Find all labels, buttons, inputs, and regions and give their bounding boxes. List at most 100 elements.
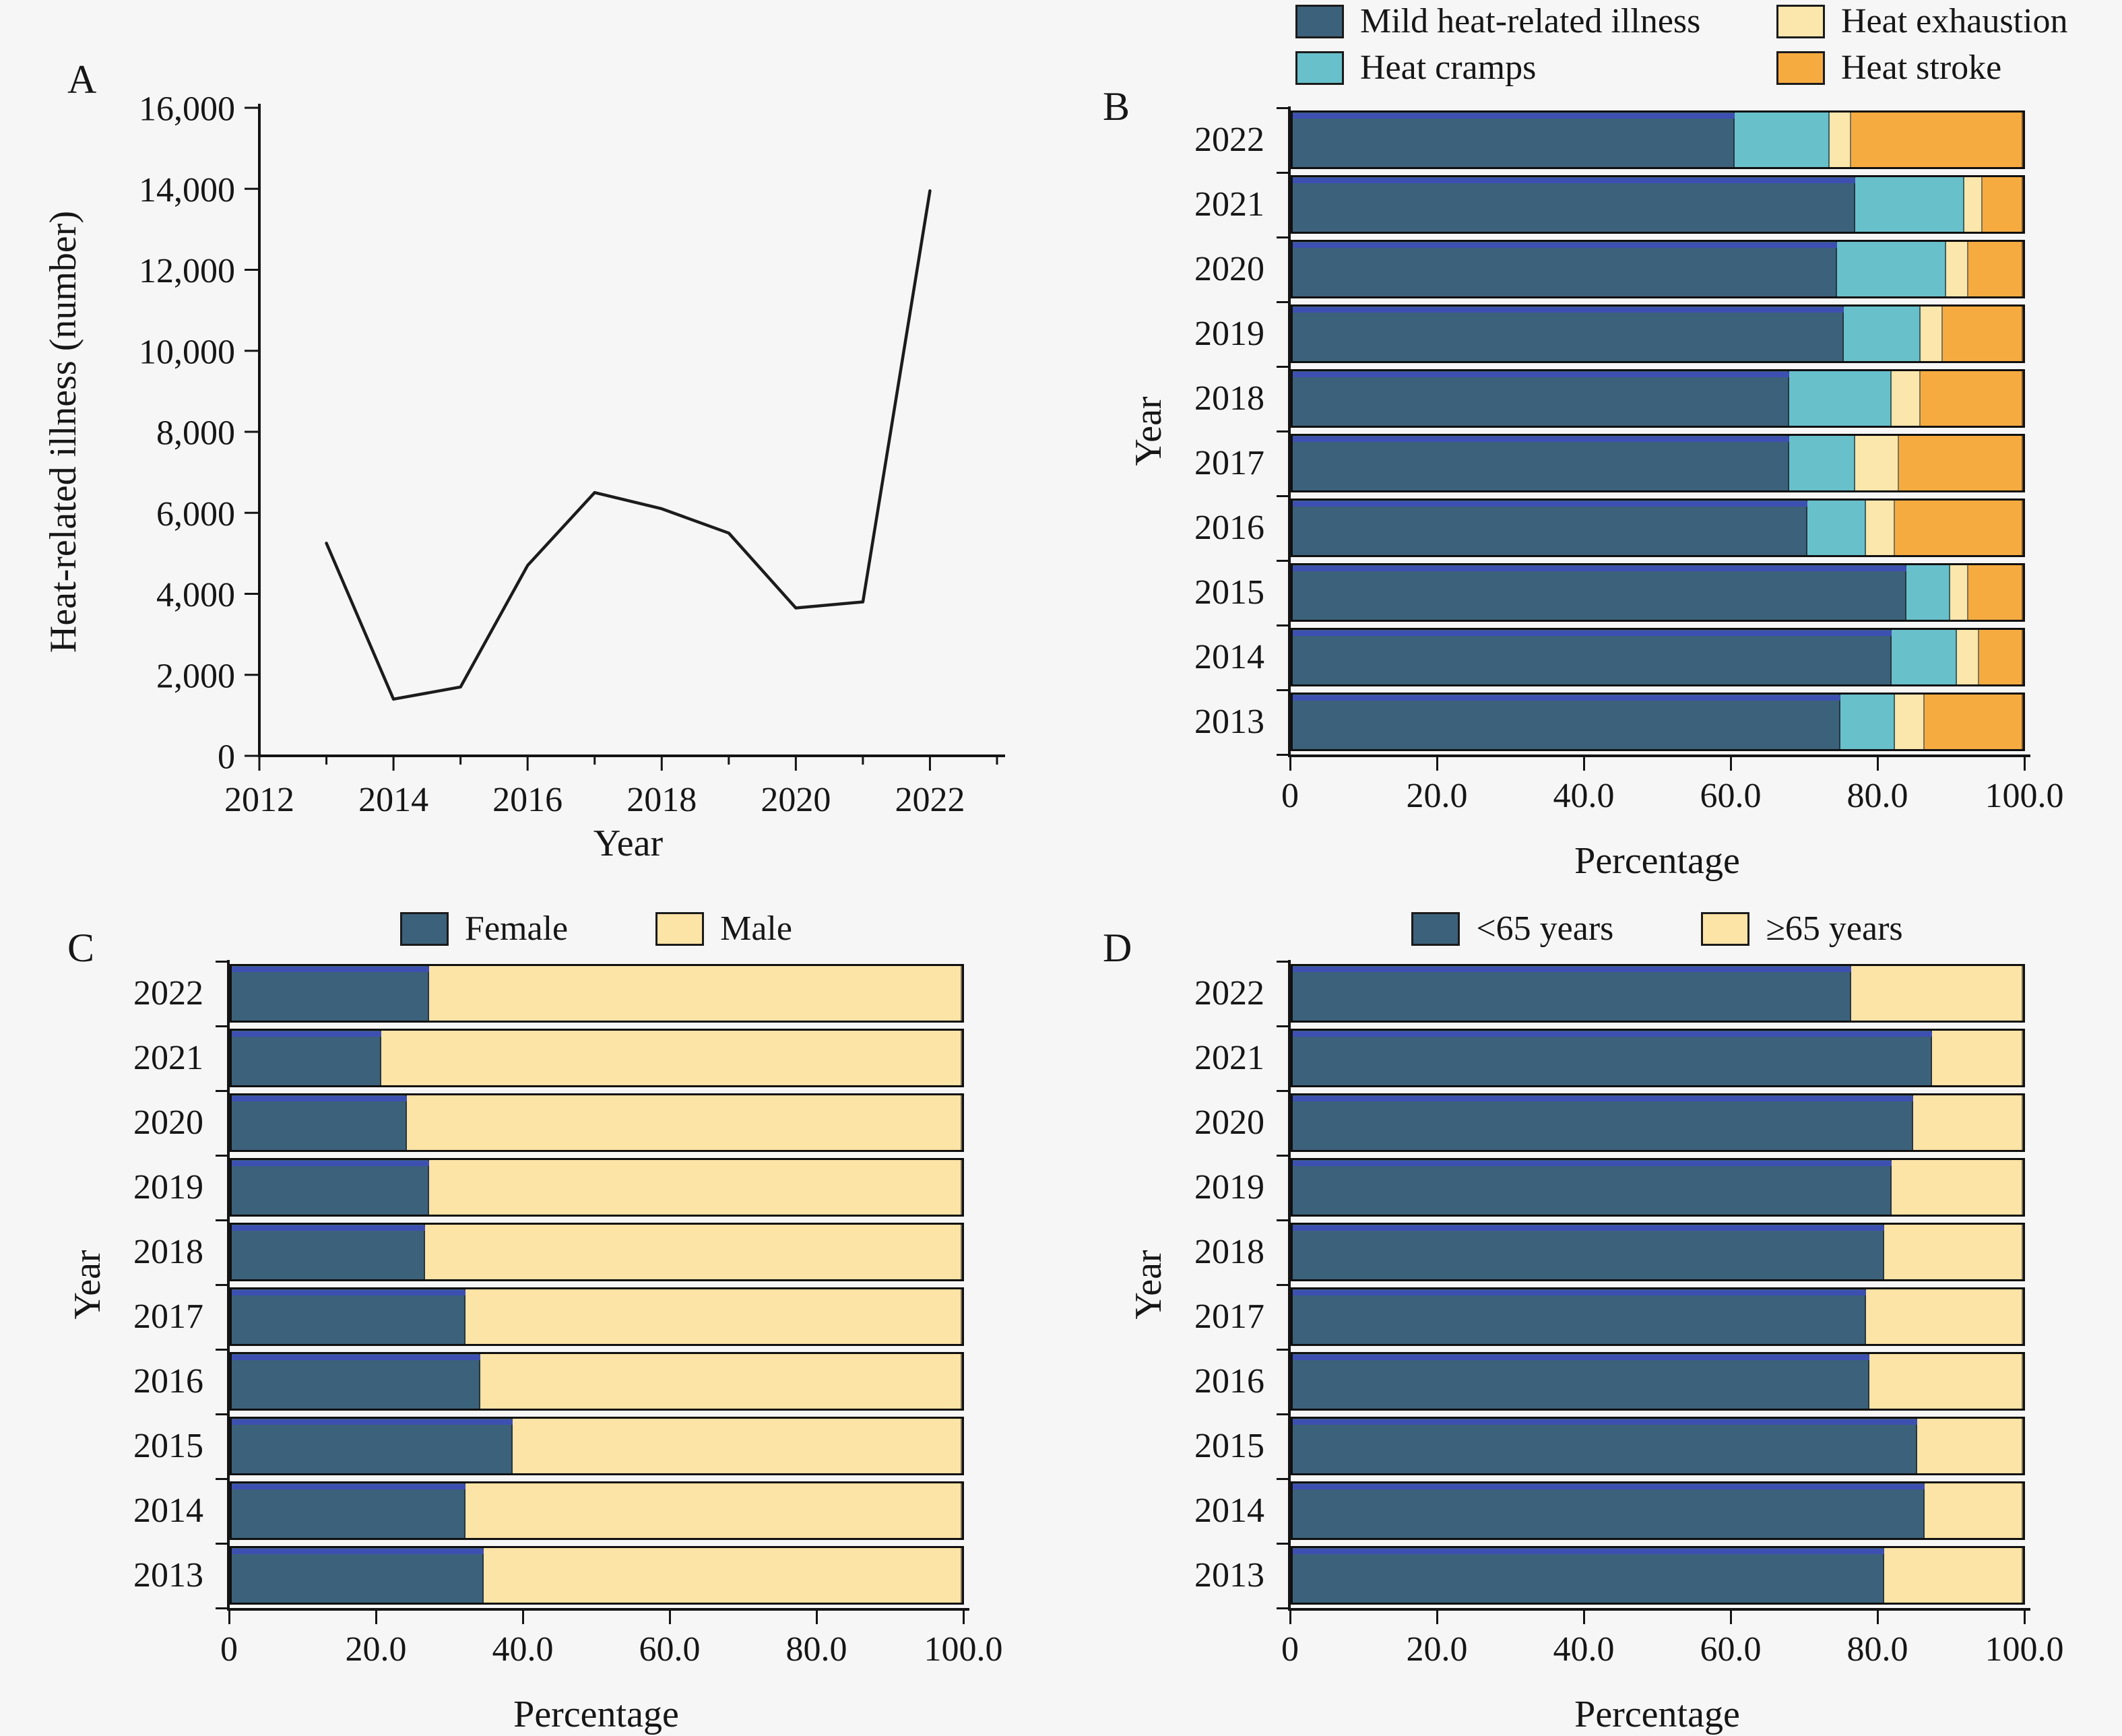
line-chart-svg: 0 2,000 4,000 6,000 8,000 10,000 12,000 14,000 1… [42,90,1005,864]
category-label-2022: 2022 [133,974,203,1012]
category-label-2017: 2017 [133,1297,203,1336]
segment-heat-stroke [1942,307,2023,361]
segment-65-years [1293,1160,1892,1215]
y-axis-tick [1277,301,1288,303]
legend-swatch-male [655,911,705,946]
segment-heat-cramps [1807,501,1866,555]
category-label-2015: 2015 [1194,573,1264,612]
segment-heat-cramps [1855,177,1965,232]
segment-heat-exhaustion [1829,112,1852,167]
x-tick-label: 2012 [224,781,294,819]
segment-65-years [1913,1095,2023,1150]
stacked-bar-2022 [1291,964,2025,1023]
legend-item-mild-heat-related-illness: Mild heat-related illness [1295,1,1776,41]
stacked-bar-2014 [1291,628,2025,686]
y-axis-tick [1277,1413,1288,1415]
bar-top-edge-stripe [1293,113,1735,119]
category-label-2016: 2016 [133,1362,203,1401]
x-tick-label: 20.0 [345,1630,407,1669]
bar-top-edge-stripe [1293,1031,1932,1037]
segment-heat-cramps [1906,565,1950,620]
segment-female [232,1289,465,1344]
y-axis-tick [216,1090,227,1092]
stacked-bar-2016 [230,1352,964,1411]
y-axis-tick [216,1155,227,1157]
bar-top-edge-stripe [1293,501,1808,507]
bar-top-edge-stripe [232,967,429,972]
x-tick-label: 40.0 [1553,1630,1615,1669]
category-label-2016: 2016 [1194,1362,1264,1401]
x-axis-tick [2024,1611,2026,1624]
y-axis-title: Year [1128,1250,1169,1320]
segment-heat-exhaustion [1921,307,1943,361]
segment-mild-heat-related-illness [1293,436,1790,490]
category-label-2020: 2020 [1194,1103,1264,1142]
y-axis-tick [1277,495,1288,497]
x-axis-line [1288,754,2030,757]
y-axis-tick [1277,172,1288,174]
segment-heat-exhaustion [1891,371,1921,426]
category-label-2015: 2015 [1194,1427,1264,1465]
bar-top-edge-stripe [232,1096,408,1101]
y-axis-title: Year [67,1250,108,1320]
stacked-bar-2018 [1291,1223,2025,1281]
y-tick-label: 14,000 [139,171,235,210]
segment-female [232,1483,465,1538]
y-axis-tick [216,1219,227,1221]
category-label-2018: 2018 [1194,1233,1264,1271]
stacked-bar-2018 [230,1223,964,1281]
stacked-bar-2018 [1291,369,2025,428]
panel-d-stacked-chart: D <65 years ≥65 years 2022 2021 2020 2019 201… [1061,860,2122,1735]
legend-label-65-years: ≥65 years [1766,909,1903,948]
segment-male [425,1225,962,1279]
y-axis-tick [1277,1025,1288,1027]
segment-heat-cramps [1789,371,1892,426]
bar-top-edge-stripe [232,1484,465,1489]
legend-item-male: Male [655,909,792,949]
segment-65-years [1293,1548,1885,1603]
segment-heat-stroke [1898,436,2023,490]
bar-top-edge-stripe [232,1549,484,1554]
x-tick-label: 2014 [358,781,428,819]
panel-a-letter: A [67,57,97,102]
bar-top-edge-stripe [232,1290,465,1295]
segment-mild-heat-related-illness [1293,242,1837,296]
x-tick-label: 2020 [761,781,831,819]
panel-c-letter: C [67,926,95,970]
y-axis-tick [216,1543,227,1545]
bar-top-edge-stripe [1293,1419,1917,1425]
x-tick-label: 0 [1281,1630,1299,1669]
stacked-bar-2015 [230,1417,964,1475]
segment-heat-stroke [1968,242,2023,296]
x-axis-tick [1436,1611,1438,1624]
category-label-2015: 2015 [133,1427,203,1465]
legend-label-65-years: <65 years [1476,909,1614,948]
segment-heat-stroke [1979,630,2023,684]
x-axis-tick [963,1611,965,1624]
segment-65-years [1293,1289,1866,1344]
y-axis-tick [1277,1349,1288,1351]
legend-swatch-mild-heat-related-illness [1295,4,1344,38]
segment-male [483,1548,962,1603]
legend-item-heat-exhaustion: Heat exhaustion [1776,1,2067,41]
segment-heat-exhaustion [1946,242,1968,296]
stacked-bar-2014 [1291,1481,2025,1540]
bar-top-edge-stripe [1293,372,1790,377]
legend-item-65-years: <65 years [1411,909,1613,949]
bar-top-edge-stripe [1293,631,1892,636]
x-axis-title: Percentage [513,1694,679,1735]
x-axis-tick [816,1611,818,1624]
bar-top-edge-stripe [1293,1484,1925,1489]
segment-female [232,966,429,1021]
category-label-2014: 2014 [133,1491,203,1530]
bar-top-edge-stripe [1293,1355,1870,1360]
x-tick-label: 2022 [895,781,965,819]
segment-female [232,1419,513,1473]
bar-top-edge-stripe [232,1161,429,1166]
segment-heat-cramps [1891,630,1958,684]
x-tick-label: 100.0 [924,1630,1003,1669]
x-tick-label: 2016 [492,781,562,819]
segment-male [513,1419,962,1473]
segment-male [407,1095,962,1150]
bar-top-edge-stripe [1293,1225,1885,1231]
